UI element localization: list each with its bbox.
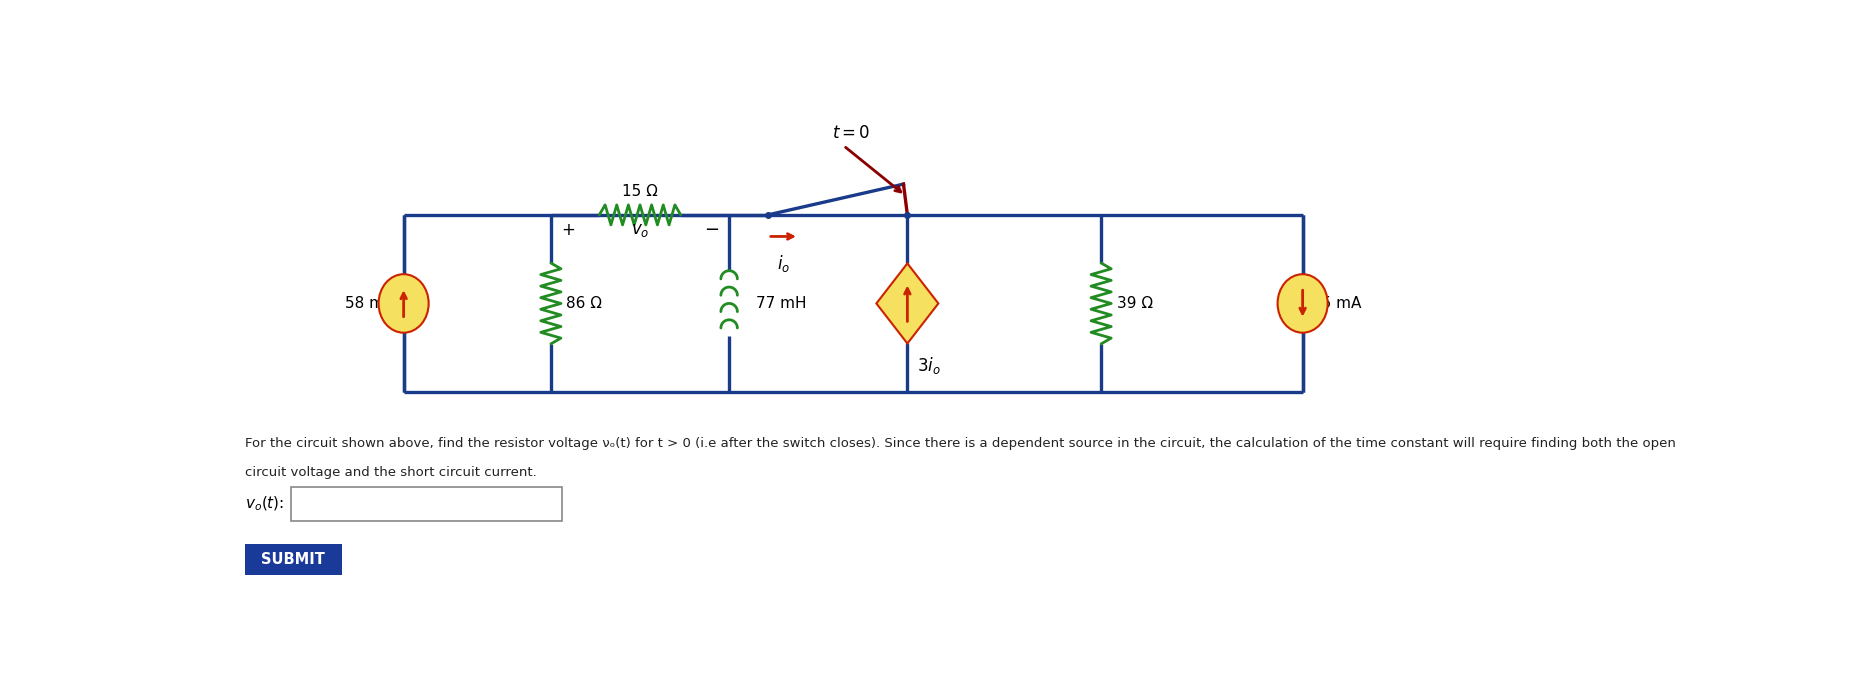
Text: 77 mH: 77 mH xyxy=(755,296,807,311)
Text: 86 Ω: 86 Ω xyxy=(567,296,602,311)
Text: 15 Ω: 15 Ω xyxy=(623,185,658,200)
Text: −: − xyxy=(705,221,720,239)
Text: 45 mA: 45 mA xyxy=(1310,296,1361,311)
Text: $v_o(t)$:: $v_o(t)$: xyxy=(244,494,283,513)
Text: $t = 0$: $t = 0$ xyxy=(831,124,870,141)
Bar xyxy=(291,486,563,521)
Text: For the circuit shown above, find the resistor voltage νₒ(t) for t > 0 (i.e afte: For the circuit shown above, find the re… xyxy=(244,437,1674,449)
Ellipse shape xyxy=(1277,274,1327,332)
Bar xyxy=(244,545,341,575)
Text: +: + xyxy=(561,221,574,239)
Text: circuit voltage and the short circuit current.: circuit voltage and the short circuit cu… xyxy=(244,466,537,479)
Text: 58 mA: 58 mA xyxy=(345,296,393,311)
Text: $i_o$: $i_o$ xyxy=(777,253,790,274)
Text: SUBMIT: SUBMIT xyxy=(261,552,324,568)
Text: $v_o$: $v_o$ xyxy=(630,221,649,239)
Text: $3i_o$: $3i_o$ xyxy=(917,355,939,376)
Polygon shape xyxy=(876,263,938,344)
Ellipse shape xyxy=(378,274,429,332)
Text: 39 Ω: 39 Ω xyxy=(1117,296,1152,311)
